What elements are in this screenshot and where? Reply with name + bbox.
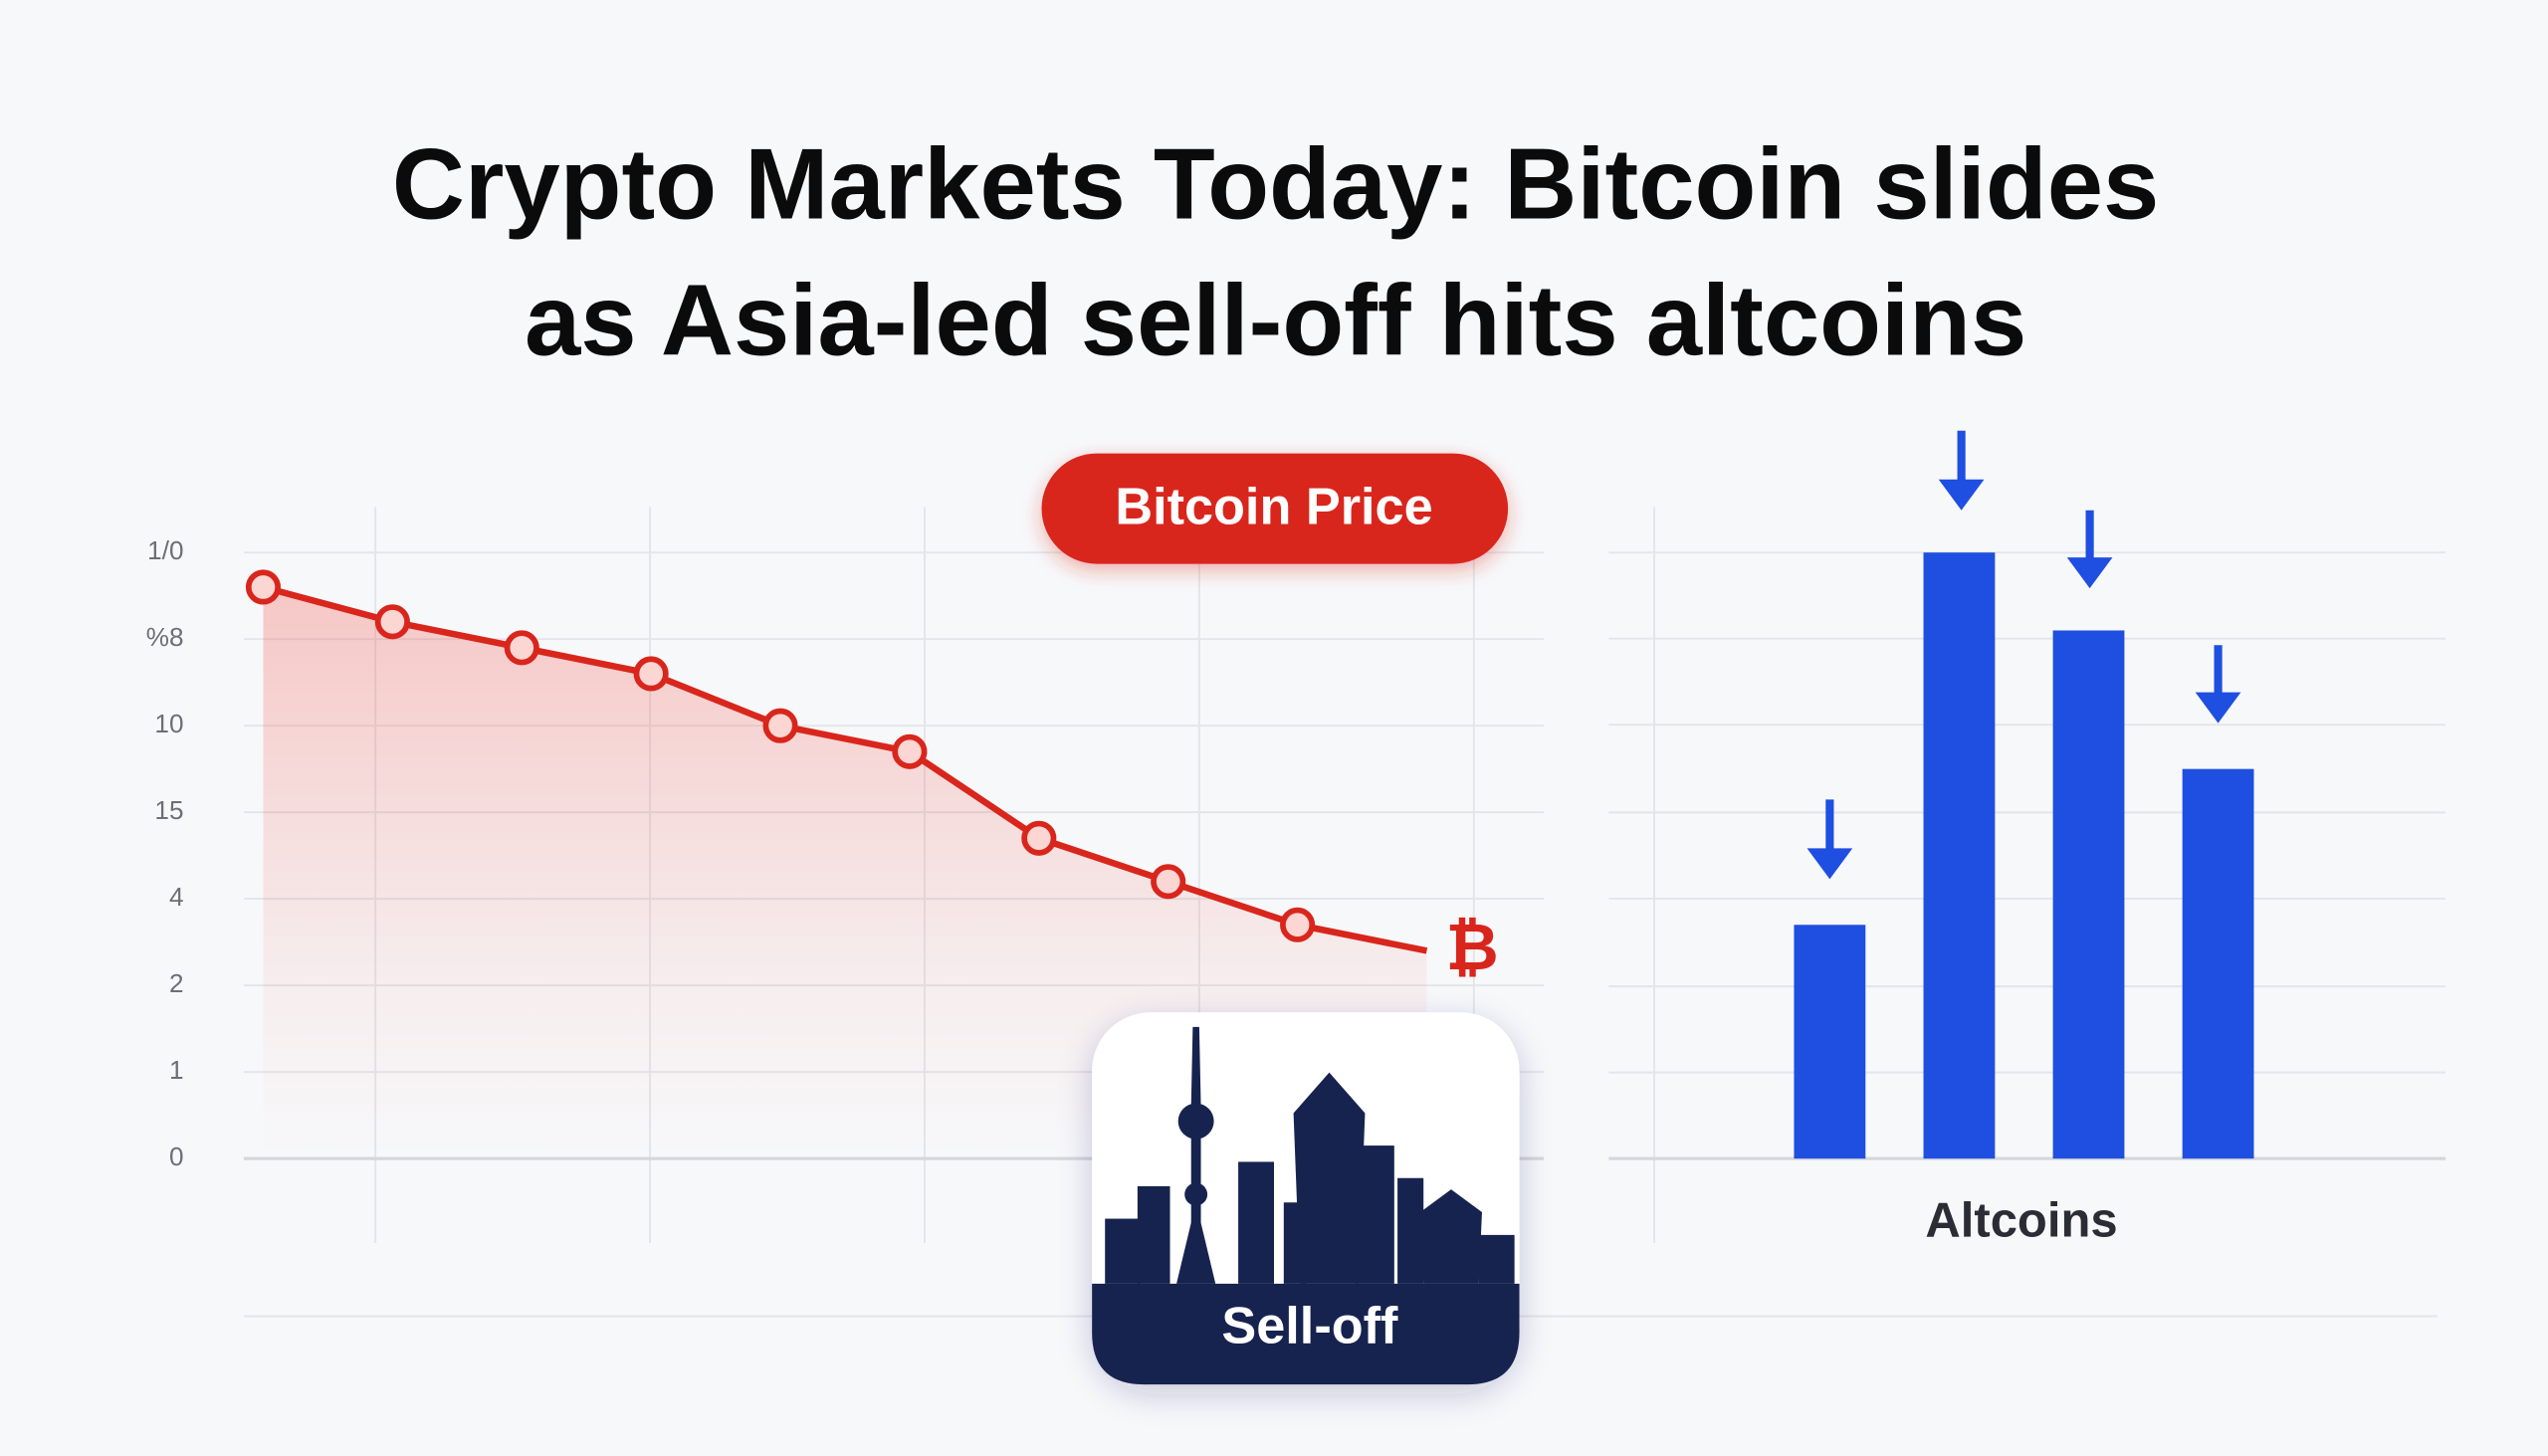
card-label: Sell-off xyxy=(1221,1297,1398,1354)
y-tick-label: 4 xyxy=(169,882,184,912)
y-tick-label: 15 xyxy=(154,795,183,825)
price-line xyxy=(262,583,1428,954)
point xyxy=(1021,820,1057,856)
y-tick-label: 10 xyxy=(154,709,183,738)
y-tick-label: 0 xyxy=(169,1142,184,1171)
badge-label: Bitcoin Price xyxy=(1115,479,1432,536)
title-line: Crypto Markets Today: Bitcoin slides xyxy=(392,127,2159,240)
point xyxy=(504,630,539,666)
sell-off-card: Sell-off xyxy=(1092,1012,1520,1385)
y-tick-label: %8 xyxy=(146,622,184,652)
y-tick-label: 2 xyxy=(169,968,184,998)
y-tick-label: 1 xyxy=(169,1055,184,1085)
right-grid xyxy=(1608,551,2446,1160)
down-arrows xyxy=(1806,430,2241,880)
title-line: as Asia-led sell-off hits altcoins xyxy=(525,265,2026,377)
point xyxy=(245,569,282,605)
point xyxy=(633,656,669,692)
bar xyxy=(1794,925,1866,1159)
point xyxy=(1280,907,1316,942)
bar xyxy=(2052,630,2125,1159)
bar xyxy=(2182,768,2254,1159)
bar xyxy=(1923,552,1996,1159)
point xyxy=(892,733,928,769)
x-axis-label: Altcoins xyxy=(1925,1193,2117,1247)
point xyxy=(762,708,798,743)
point xyxy=(1151,864,1186,900)
title-badge xyxy=(1041,453,1509,564)
bitcoin-symbol: ₿ xyxy=(1446,911,1499,983)
point xyxy=(374,604,410,640)
y-tick-label: 1/0 xyxy=(147,535,183,565)
